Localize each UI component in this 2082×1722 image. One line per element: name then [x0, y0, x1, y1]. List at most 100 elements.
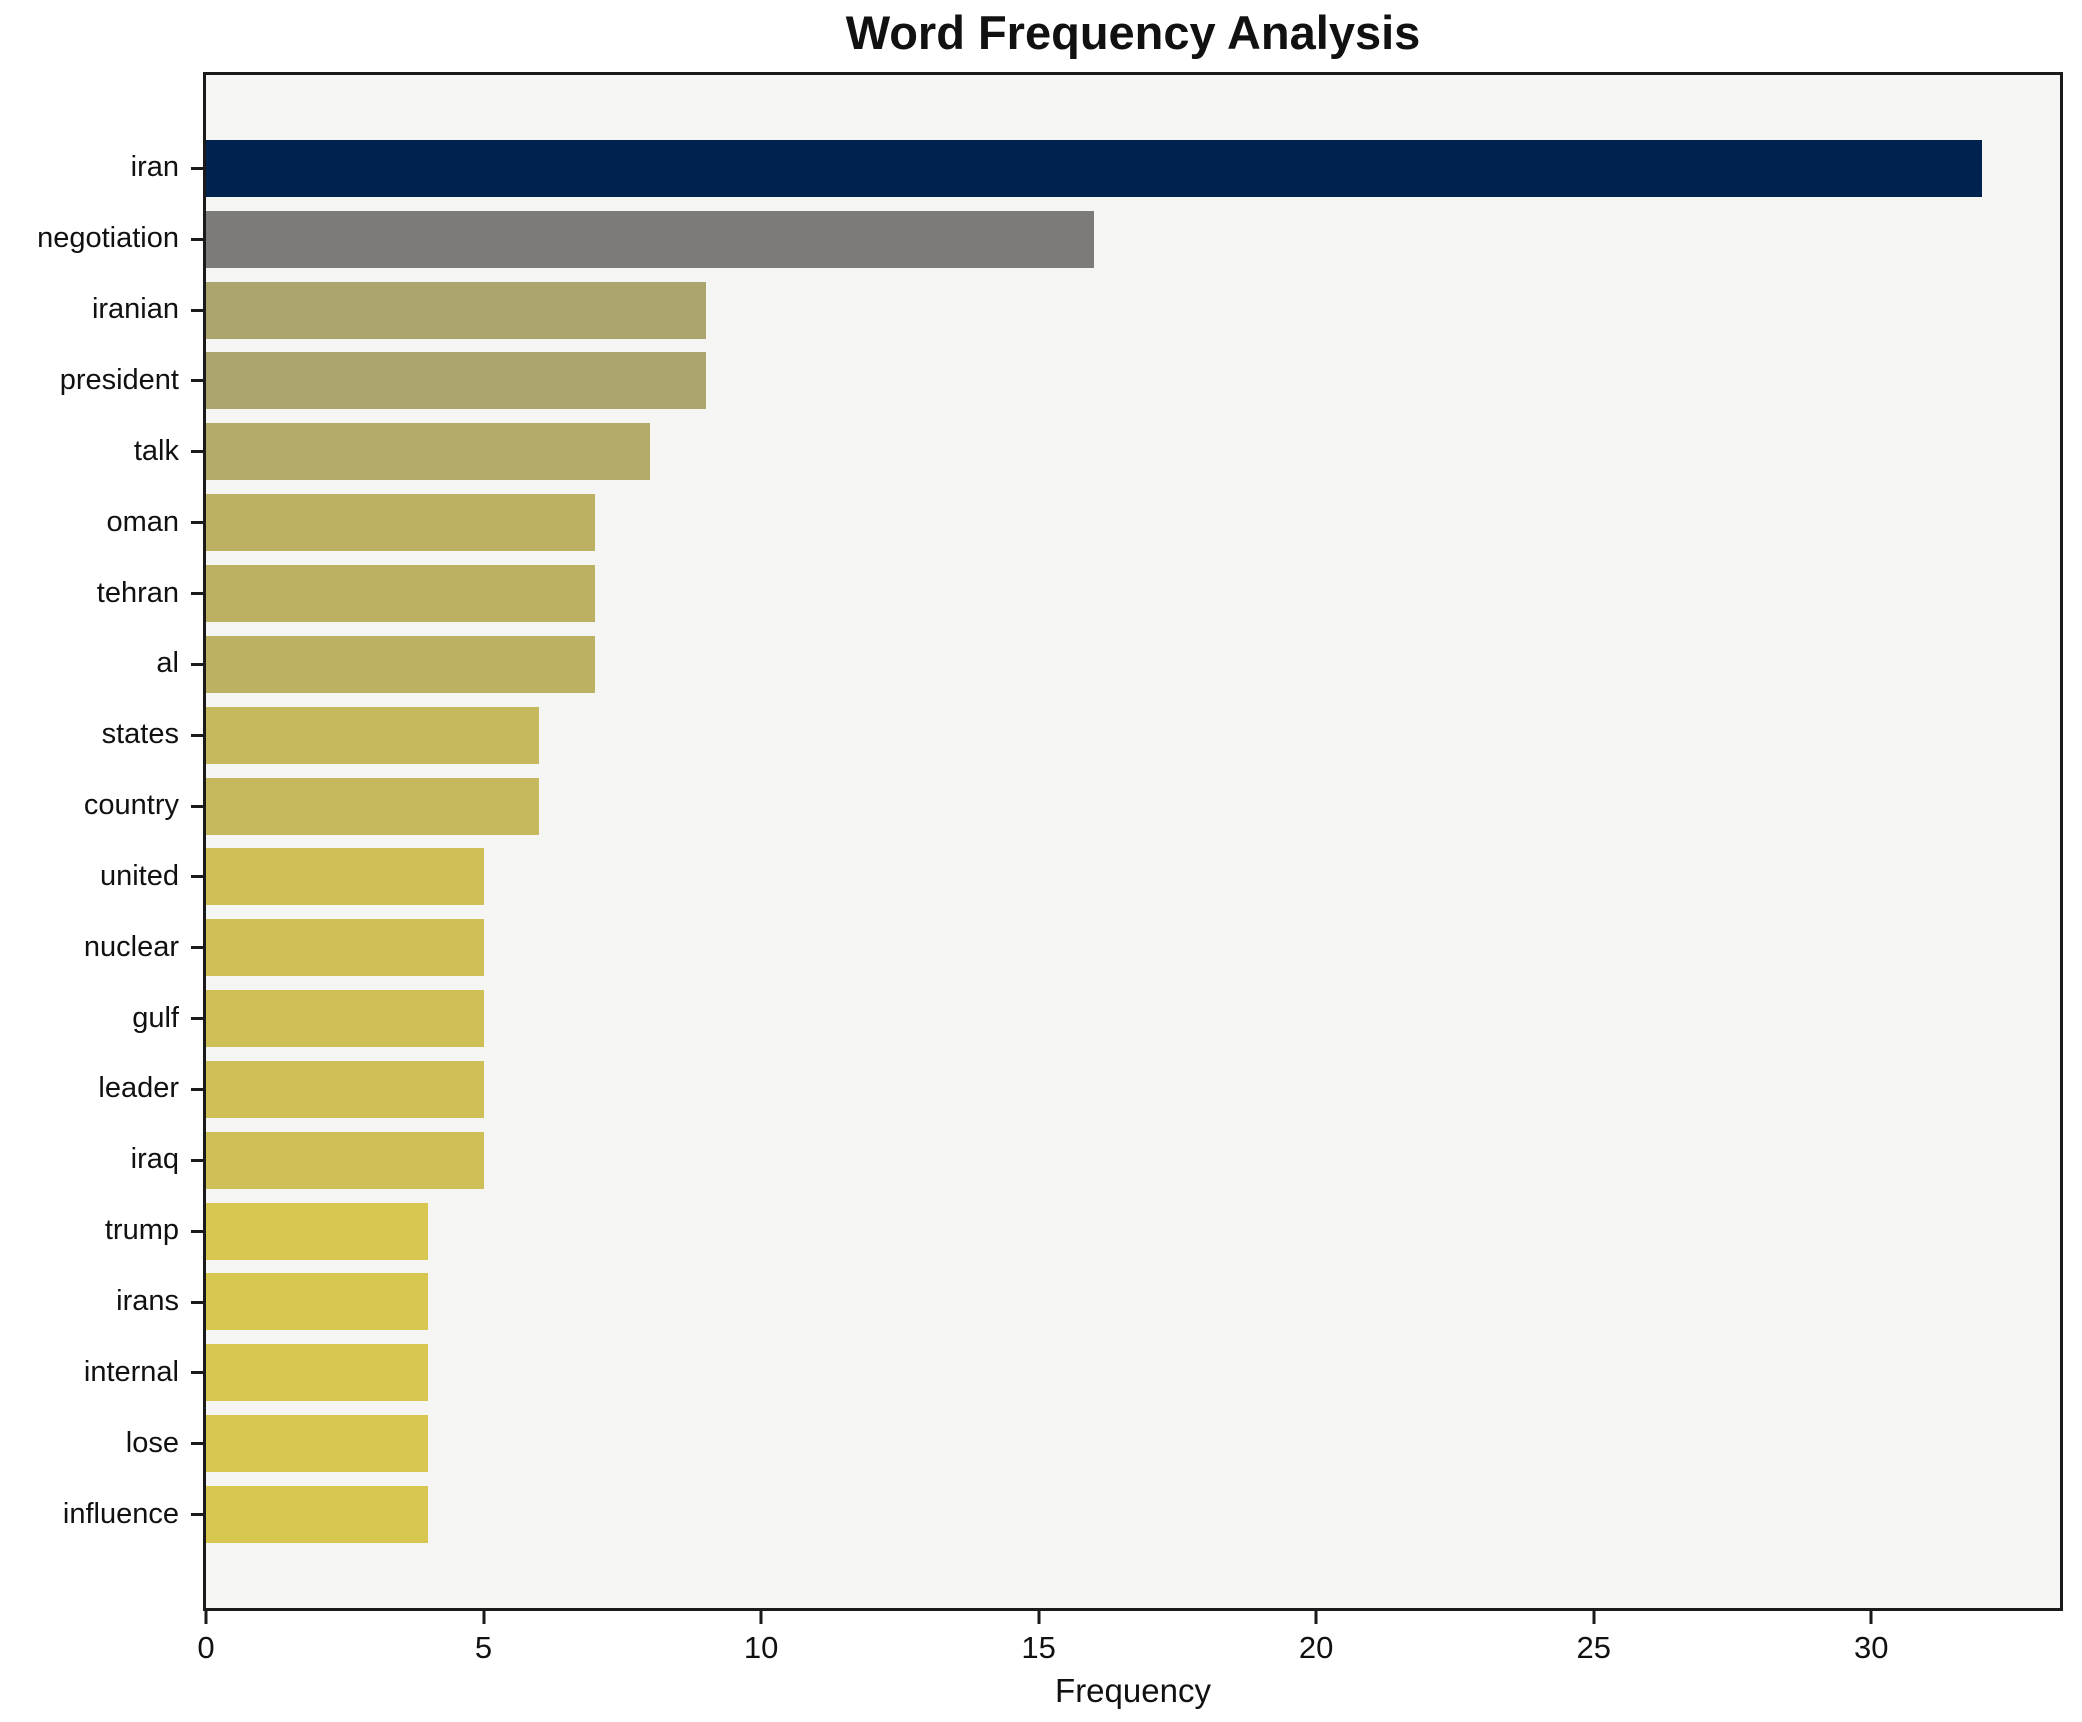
bar-row: [206, 1125, 2060, 1196]
bar-row: [206, 275, 2060, 346]
bar-influence: [206, 1485, 429, 1543]
bar-row: [206, 1479, 2060, 1550]
bar-negotiation: [206, 210, 1095, 268]
x-tick-label-5: 5: [474, 1630, 493, 1665]
y-tick-label-iraq: iraq: [130, 1143, 179, 1176]
y-tick-label-negotiation: negotiation: [37, 222, 179, 255]
bar-row: [206, 1337, 2060, 1408]
y-tick-label-tehran: tehran: [96, 576, 179, 609]
y-tick-label-president: president: [59, 363, 179, 396]
bar-row: [206, 629, 2060, 700]
y-tick-mark: [191, 1087, 203, 1091]
y-tick-mark: [191, 1442, 203, 1446]
y-tick-mark: [191, 237, 203, 241]
bar-lose: [206, 1415, 429, 1473]
bar-talk: [206, 423, 651, 481]
bar-al: [206, 635, 595, 693]
y-tick-label-talk: talk: [133, 434, 179, 467]
x-tick-mark: [204, 1611, 208, 1624]
bar-row: [206, 912, 2060, 983]
y-tick-mark: [191, 662, 203, 666]
y-tick-mark: [191, 1513, 203, 1517]
y-tick-label-united: united: [99, 859, 179, 892]
bar-row: [206, 558, 2060, 629]
y-tick-label-al: al: [156, 647, 179, 680]
y-tick-label-iran: iran: [130, 151, 179, 184]
y-tick-label-country: country: [83, 788, 179, 821]
bar-row: [206, 1054, 2060, 1125]
bar-tehran: [206, 564, 595, 622]
y-tick-mark: [191, 733, 203, 737]
x-tick-mark: [1592, 1611, 1596, 1624]
y-axis: iran negotiation iranian president talk oman t…: [0, 72, 203, 1611]
y-tick-mark: [191, 166, 203, 170]
x-tick-label-10: 10: [743, 1630, 779, 1665]
x-axis-label: Frequency: [1055, 1672, 1211, 1709]
y-tick-label-lose: lose: [125, 1426, 179, 1459]
bar-row: [206, 487, 2060, 558]
y-tick-label-gulf: gulf: [132, 1001, 179, 1034]
bar-country: [206, 777, 540, 835]
y-tick-mark: [191, 1158, 203, 1162]
y-tick-mark: [191, 379, 203, 383]
bars-region: [206, 75, 2060, 1608]
y-tick-label-trump: trump: [104, 1214, 179, 1247]
y-tick-label-influence: influence: [62, 1497, 179, 1530]
x-tick-mark: [482, 1611, 486, 1624]
y-tick-mark: [191, 450, 203, 454]
x-tick-mark: [1037, 1611, 1041, 1624]
y-tick-mark: [191, 1300, 203, 1304]
y-tick-mark: [191, 521, 203, 525]
y-tick-label-internal: internal: [83, 1355, 179, 1388]
y-tick-label-oman: oman: [106, 505, 179, 538]
y-tick-mark: [191, 875, 203, 879]
x-tick-mark: [1314, 1611, 1318, 1624]
y-tick-mark: [191, 804, 203, 808]
bar-irans: [206, 1273, 429, 1331]
bar-trump: [206, 1202, 429, 1260]
bar-row: [206, 204, 2060, 275]
x-tick-label-20: 20: [1298, 1630, 1334, 1665]
bar-iranian: [206, 281, 706, 339]
y-tick-label-irans: irans: [116, 1284, 179, 1317]
bar-nuclear: [206, 919, 484, 977]
y-tick-label-iranian: iranian: [91, 292, 179, 325]
bar-row: [206, 133, 2060, 204]
y-tick-mark: [191, 308, 203, 312]
x-tick-mark: [1869, 1611, 1873, 1624]
x-tick-label-0: 0: [197, 1630, 215, 1665]
y-tick-label-states: states: [101, 718, 179, 751]
y-tick-label-nuclear: nuclear: [83, 930, 179, 963]
bar-internal: [206, 1344, 429, 1402]
chart-title: Word Frequency Analysis: [845, 6, 1421, 59]
bar-oman: [206, 494, 595, 552]
x-tick-mark: [759, 1611, 763, 1624]
y-tick-mark: [191, 1229, 203, 1233]
bar-row: [206, 416, 2060, 487]
bar-iran: [206, 139, 1983, 197]
bar-row: [206, 771, 2060, 842]
bar-row: [206, 346, 2060, 417]
x-tick-label-25: 25: [1576, 1630, 1611, 1665]
bar-gulf: [206, 990, 484, 1048]
bar-row: [206, 1408, 2060, 1479]
y-tick-mark: [191, 1017, 203, 1021]
bar-leader: [206, 1060, 484, 1118]
bar-united: [206, 848, 484, 906]
x-tick-label-15: 15: [1021, 1630, 1056, 1665]
y-tick-mark: [191, 1371, 203, 1375]
bar-iraq: [206, 1131, 484, 1189]
bar-row: [206, 1267, 2060, 1338]
x-tick-label-30: 30: [1854, 1630, 1889, 1665]
y-tick-mark: [191, 946, 203, 950]
bar-president: [206, 352, 706, 410]
bar-row: [206, 983, 2060, 1054]
x-axis: 0 5 10 15 20 25 30: [197, 1611, 2063, 1681]
bar-row: [206, 1196, 2060, 1267]
y-tick-mark: [191, 592, 203, 596]
y-tick-label-leader: leader: [98, 1072, 179, 1105]
bar-states: [206, 706, 540, 764]
bar-row: [206, 841, 2060, 912]
plot-area: [203, 72, 2063, 1611]
